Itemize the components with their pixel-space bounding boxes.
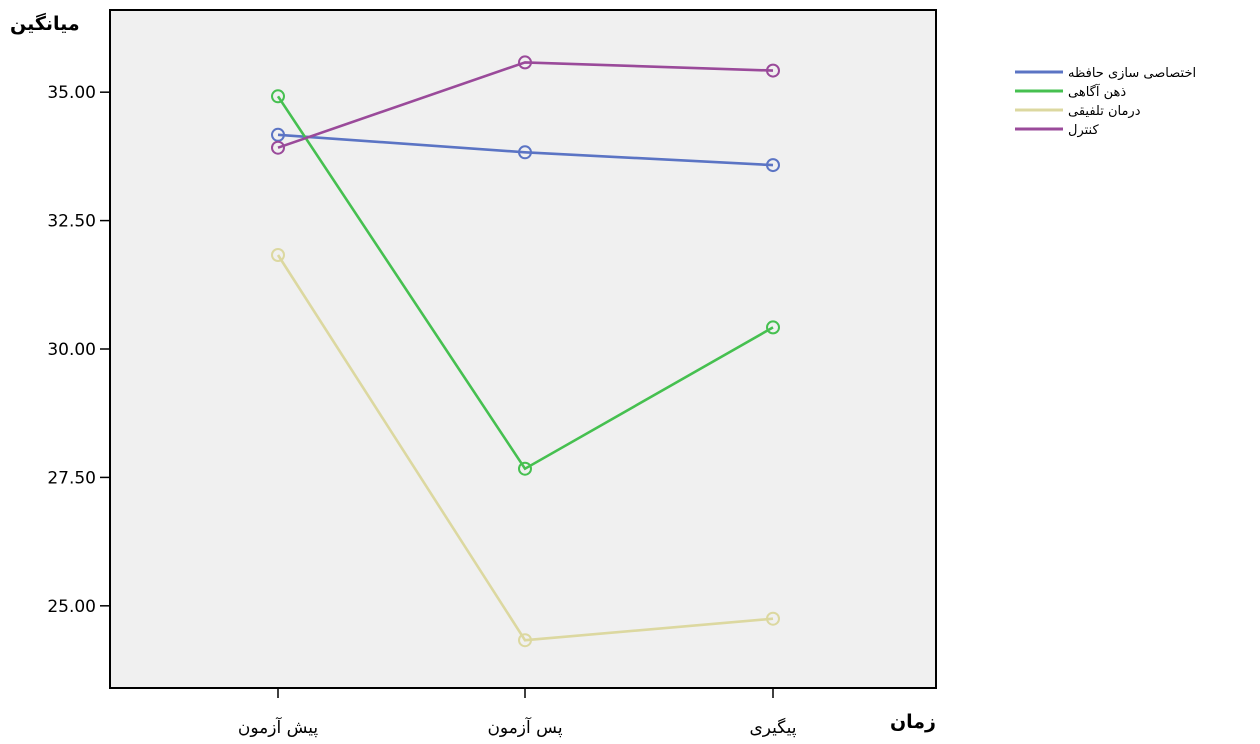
plot-area <box>109 9 937 689</box>
legend-label: ذهن آگاهی <box>1068 83 1126 100</box>
data-point <box>271 140 285 155</box>
y-tick-label: 30.00 <box>47 340 96 360</box>
data-point <box>518 461 532 476</box>
data-point <box>766 63 780 78</box>
y-tick-label: 35.00 <box>47 83 96 103</box>
x-tick-label: پیش آزمون <box>238 716 319 738</box>
series-line <box>276 95 774 471</box>
data-point <box>271 89 285 104</box>
data-point <box>518 633 532 648</box>
legend-label: کنترل <box>1068 123 1099 138</box>
data-point <box>271 248 285 262</box>
legend-label: درمان تلفیقی <box>1068 104 1141 119</box>
data-point <box>518 55 532 70</box>
data-point <box>766 611 780 626</box>
x-axis: پیش آزمون پس آزمون پیگیری <box>238 688 797 738</box>
data-point <box>518 145 532 160</box>
series-line <box>277 61 774 149</box>
series-layer <box>271 55 780 648</box>
series-line <box>276 254 774 642</box>
x-tick-label: پس آزمون <box>487 716 562 738</box>
y-axis: 25.00 27.50 30.00 32.50 35.00 <box>47 83 110 617</box>
y-tick-label: 32.50 <box>47 212 96 232</box>
series-line <box>277 133 774 167</box>
legend: اختصاصی سازی حافظه ذهن آگاهی درمان تلفیقی ک… <box>1015 66 1196 138</box>
data-point <box>766 320 780 335</box>
x-axis-title: زمان <box>890 711 936 733</box>
y-tick-label: 27.50 <box>47 468 96 488</box>
data-point <box>766 158 780 173</box>
y-tick-label: 25.00 <box>47 597 96 617</box>
x-tick-label: پیگیری <box>749 717 796 738</box>
legend-label: اختصاصی سازی حافظه <box>1068 66 1196 81</box>
y-axis-title: میانگین <box>10 12 80 35</box>
